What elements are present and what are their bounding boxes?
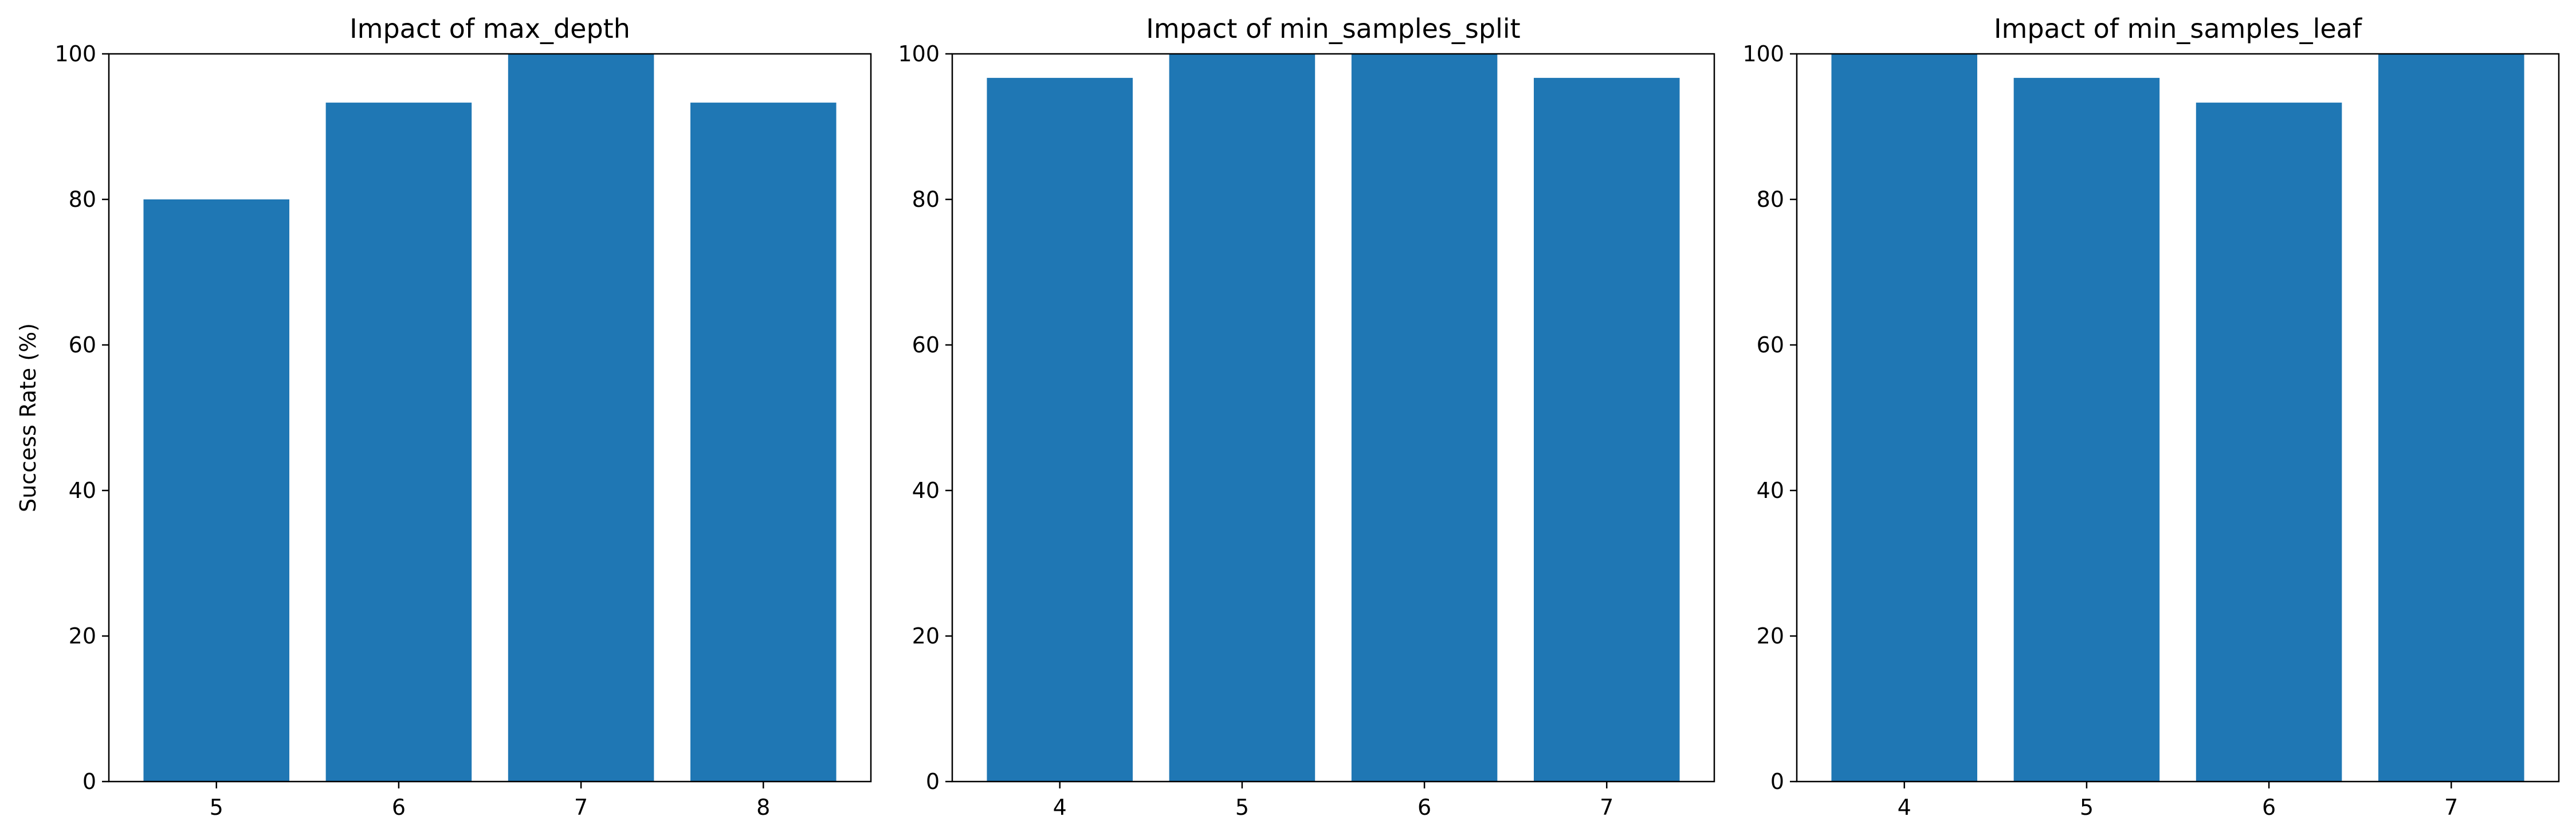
y-tick-label: 80: [912, 187, 940, 212]
chart-panel-3: 0 20 40 60 80 100 4 5 6 7 Impact of min_samples_le…: [1742, 13, 2560, 820]
y-tick-label: 0: [83, 769, 96, 794]
y-tick-label: 40: [912, 478, 940, 503]
y-tick-label: 100: [1742, 41, 1784, 66]
bar-5: [143, 199, 289, 782]
x-tick-label: 5: [2080, 795, 2094, 820]
y-tick-label: 20: [1757, 623, 1784, 649]
bar-4: [987, 77, 1133, 782]
y-tick-label: 60: [912, 332, 940, 358]
bar-6: [325, 103, 472, 782]
y-tick-label: 60: [1757, 332, 1784, 358]
y-tick-label: 0: [926, 769, 940, 794]
bar-4: [1831, 54, 1977, 782]
bar-5: [2013, 77, 2160, 782]
x-tick-label: 4: [1053, 795, 1067, 820]
x-tick-label: 7: [2444, 795, 2458, 820]
x-tick-label: 6: [392, 795, 406, 820]
y-tick-label: 80: [1757, 187, 1784, 212]
x-tick-label: 7: [574, 795, 588, 820]
bar-8: [690, 103, 837, 782]
plot-frame: [951, 53, 1715, 783]
y-tick-label: 100: [54, 41, 96, 66]
x-tick-label: 6: [2262, 795, 2276, 820]
bar-5: [1169, 54, 1316, 782]
chart-title: Impact of max_depth: [350, 13, 630, 44]
chart-title: Impact of min_samples_leaf: [1994, 13, 2363, 44]
y-tick-label: 80: [69, 187, 96, 212]
bar-6: [2196, 103, 2342, 782]
x-tick-label: 7: [1600, 795, 1613, 820]
chart-panel-1: 0 20 40 60 80 100 5 6 7 8 Impact of max_depth Succe…: [15, 13, 872, 820]
y-tick-label: 40: [69, 478, 96, 503]
y-tick-label: 40: [1757, 478, 1784, 503]
y-tick-label: 0: [1770, 769, 1784, 794]
bar-7: [2378, 54, 2524, 782]
chart-panel-2: 0 20 40 60 80 100 4 5 6 7 Impact of min_samples_sp…: [898, 13, 1715, 820]
y-tick-label: 20: [912, 623, 940, 649]
plot-frame: [1796, 53, 2560, 783]
bar-6: [1351, 54, 1498, 782]
x-tick-label: 5: [1235, 795, 1249, 820]
plot-frame: [108, 53, 872, 783]
x-tick-label: 4: [1898, 795, 1911, 820]
y-tick-label: 60: [69, 332, 96, 358]
x-tick-label: 6: [1417, 795, 1431, 820]
x-tick-label: 5: [210, 795, 223, 820]
y-axis-label: Success Rate (%): [15, 323, 41, 512]
bar-7: [1534, 77, 1680, 782]
bar-7: [508, 54, 654, 782]
y-tick-label: 100: [898, 41, 940, 66]
y-tick-label: 20: [69, 623, 96, 649]
chart-title: Impact of min_samples_split: [1146, 13, 1520, 44]
x-tick-label: 8: [756, 795, 770, 820]
